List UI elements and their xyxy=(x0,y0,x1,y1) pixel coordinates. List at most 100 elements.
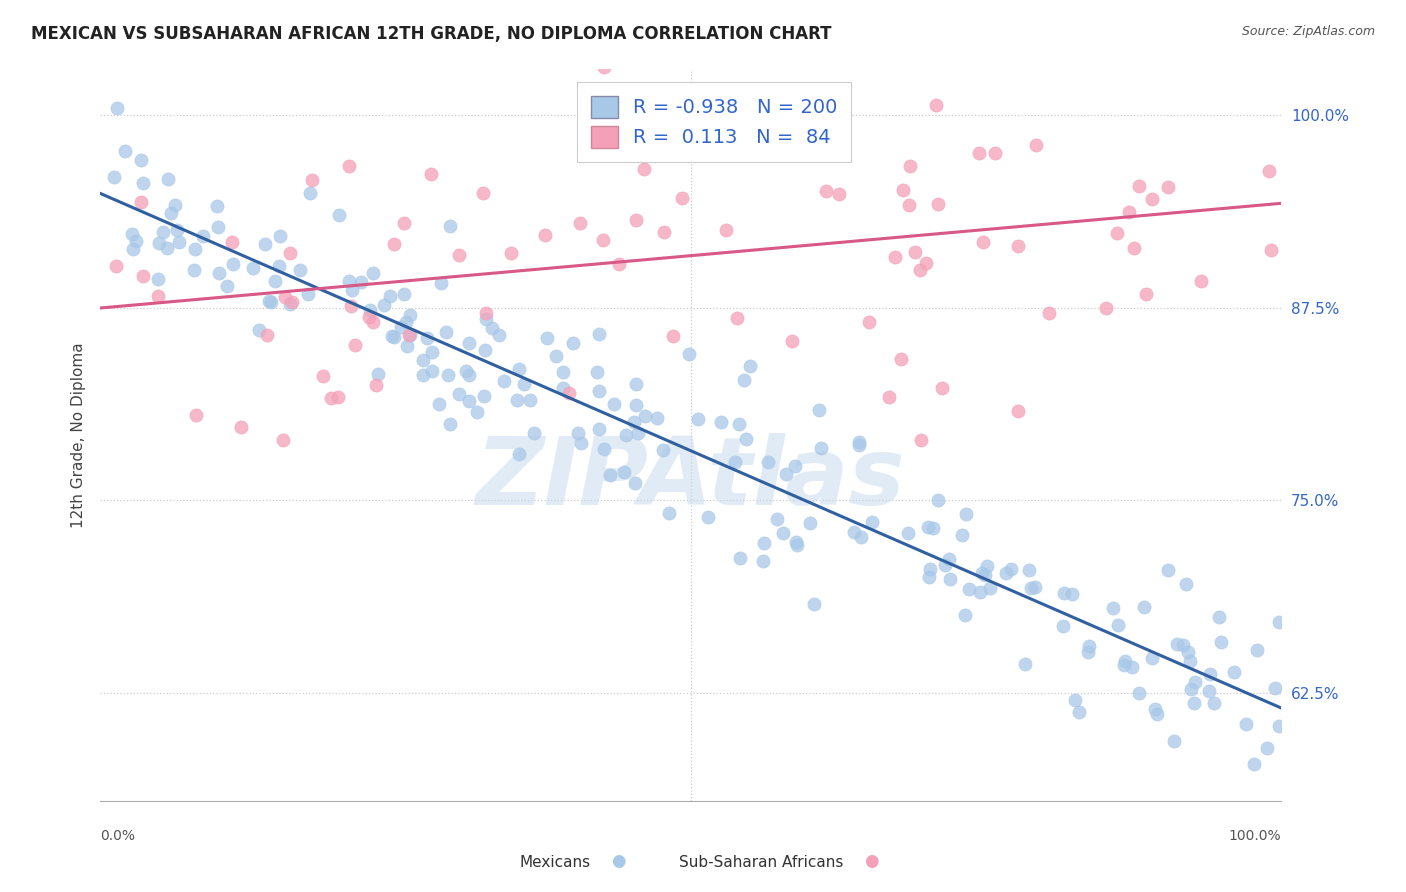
Point xyxy=(394,286,416,301)
Point xyxy=(398,328,420,343)
Point xyxy=(972,566,994,580)
Point xyxy=(1204,696,1226,710)
Point xyxy=(1024,580,1046,594)
Point xyxy=(508,447,530,461)
Point xyxy=(1174,577,1197,591)
Point xyxy=(558,385,581,400)
Point xyxy=(208,266,231,280)
Point xyxy=(256,327,278,342)
Text: MEXICAN VS SUBSAHARAN AFRICAN 12TH GRADE, NO DIPLOMA CORRELATION CHART: MEXICAN VS SUBSAHARAN AFRICAN 12TH GRADE… xyxy=(31,25,831,43)
Point xyxy=(592,60,614,74)
Point xyxy=(562,336,585,351)
Point xyxy=(799,516,821,530)
Point xyxy=(1198,683,1220,698)
Point xyxy=(877,390,900,404)
Point xyxy=(420,344,443,359)
Point xyxy=(995,566,1018,580)
Point xyxy=(624,376,647,391)
Point xyxy=(728,417,751,431)
Point xyxy=(499,246,522,260)
Point xyxy=(429,277,451,291)
Point xyxy=(828,187,851,202)
Point xyxy=(848,434,870,449)
Point xyxy=(917,520,939,534)
Point xyxy=(785,458,807,473)
Point xyxy=(207,219,229,234)
Point xyxy=(278,297,301,311)
Point xyxy=(381,329,404,343)
Point xyxy=(361,266,384,280)
Point xyxy=(458,394,481,409)
Y-axis label: 12th Grade, No Diploma: 12th Grade, No Diploma xyxy=(72,343,86,528)
Point xyxy=(623,475,645,490)
Point xyxy=(439,417,461,432)
Point xyxy=(156,171,179,186)
Point xyxy=(1000,562,1022,576)
Point xyxy=(1128,179,1150,194)
Point xyxy=(427,397,450,411)
Point xyxy=(714,223,737,237)
Point xyxy=(437,368,460,383)
Point xyxy=(1177,645,1199,659)
Point xyxy=(534,227,557,242)
Point xyxy=(613,465,636,479)
Point xyxy=(146,289,169,303)
Point xyxy=(844,525,866,540)
Point xyxy=(288,263,311,277)
Point xyxy=(264,274,287,288)
Text: 0.0%: 0.0% xyxy=(100,829,135,843)
Point xyxy=(183,242,205,256)
Point xyxy=(979,581,1001,595)
Point xyxy=(592,233,614,247)
Point xyxy=(772,525,794,540)
Point xyxy=(297,287,319,301)
Point xyxy=(129,153,152,167)
Point xyxy=(183,263,205,277)
Text: Sub-Saharan Africans: Sub-Saharan Africans xyxy=(679,855,844,870)
Point xyxy=(523,426,546,441)
Point xyxy=(121,227,143,241)
Text: Source: ZipAtlas.com: Source: ZipAtlas.com xyxy=(1241,25,1375,38)
Point xyxy=(678,346,700,360)
Point xyxy=(519,392,541,407)
Point xyxy=(337,275,360,289)
Point xyxy=(416,331,439,345)
Point xyxy=(1243,756,1265,771)
Point xyxy=(569,216,592,230)
Point xyxy=(588,327,610,342)
Point xyxy=(367,367,389,381)
Point xyxy=(976,558,998,573)
Point xyxy=(849,531,872,545)
Point xyxy=(983,146,1005,161)
Point xyxy=(340,299,363,313)
Point xyxy=(624,398,647,412)
Point xyxy=(1107,227,1129,241)
Point xyxy=(105,101,128,115)
Point xyxy=(634,409,657,424)
Point xyxy=(671,191,693,205)
Point xyxy=(328,390,350,404)
Point xyxy=(1184,674,1206,689)
Point xyxy=(281,295,304,310)
Point xyxy=(148,272,170,286)
Point xyxy=(1101,600,1123,615)
Point xyxy=(1268,615,1291,630)
Point xyxy=(803,597,825,611)
Point xyxy=(973,568,995,582)
Point xyxy=(1268,718,1291,732)
Point xyxy=(536,330,558,344)
Point xyxy=(1094,301,1116,316)
Point xyxy=(1128,685,1150,699)
Point xyxy=(897,197,920,211)
Point xyxy=(1078,639,1101,653)
Point xyxy=(914,255,936,269)
Point xyxy=(132,176,155,190)
Point xyxy=(166,223,188,237)
Text: ZIPAtlas: ZIPAtlas xyxy=(475,433,905,524)
Point xyxy=(766,511,789,525)
Point xyxy=(688,411,710,425)
Point xyxy=(780,334,803,348)
Point xyxy=(652,442,675,457)
Point xyxy=(343,338,366,352)
Point xyxy=(1182,696,1205,710)
